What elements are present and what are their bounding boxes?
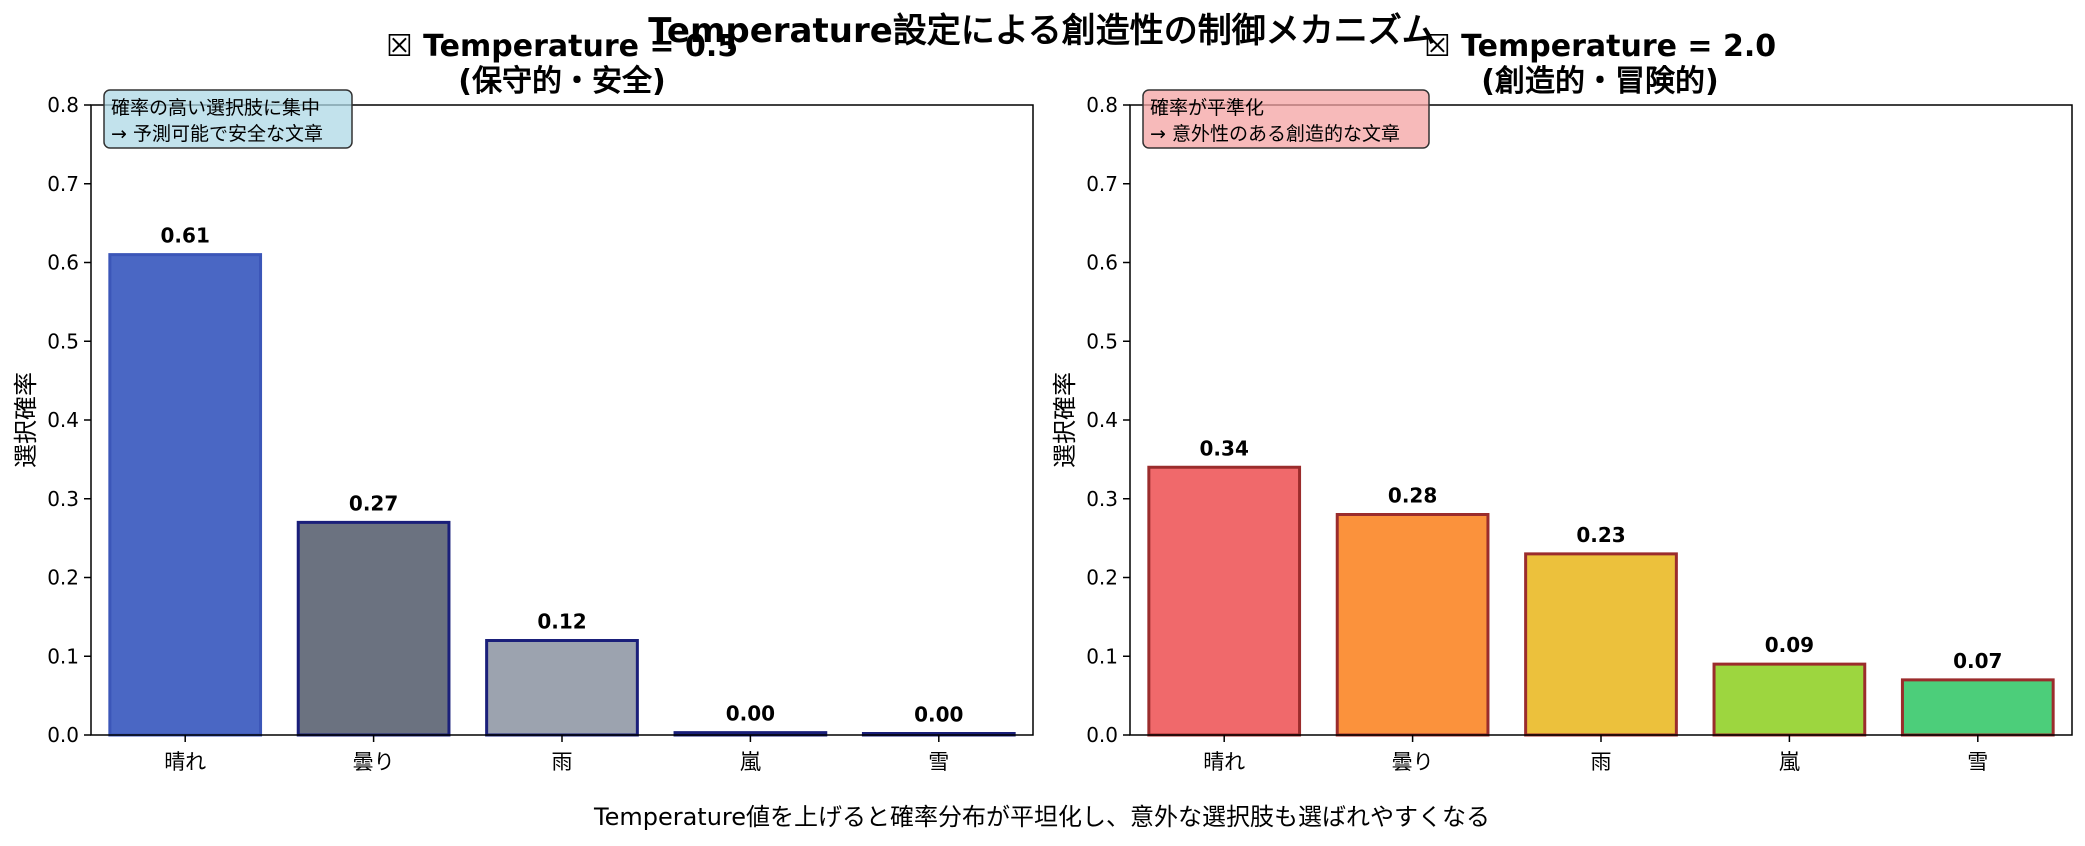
data-label: 0.27 [349,491,398,515]
bar-1 [1335,513,1490,737]
data-label: 0.00 [914,703,963,727]
x-tick-label: 曇り [1392,750,1434,774]
y-tick-label: 0.5 [1086,329,1118,353]
y-tick-label: 0.6 [47,251,79,275]
y-tick-label: 0.2 [47,566,79,590]
y-axis-label: 選択確率 [12,372,40,468]
x-tick-label: 晴れ [1203,750,1245,774]
x-tick-label: 曇り [353,750,395,774]
data-label: 0.12 [537,610,586,634]
data-label: 0.09 [1765,633,1814,657]
chart-subtitle: (保守的・安全) [458,64,665,99]
x-tick-label: 嵐 [1779,750,1800,774]
x-tick-label: 雨 [552,750,573,774]
y-tick-label: 0.1 [47,644,79,668]
y-tick-label: 0.4 [1086,408,1118,432]
annotation-line-2: → 意外性のある創造的な文章 [1150,123,1400,145]
plot-frame [1129,104,2073,736]
data-label: 0.34 [1200,436,1249,460]
chart-temperature-low: ☒ Temperature = 0.5(保守的・安全) 0.61 晴れ 0.27 曇り 0… [12,29,1034,774]
annotation-line-2: → 予測可能で安全な文章 [111,123,323,145]
y-tick-label: 0.0 [1086,723,1118,747]
annotation-line-1: 確率の高い選択肢に集中 [111,97,320,119]
y-tick-label: 0.7 [47,172,79,196]
y-tick-label: 0.6 [1086,251,1118,275]
y-tick-label: 0.3 [47,487,79,511]
bar-1 [296,520,451,737]
bar-0 [1147,465,1302,737]
bar-0 [108,253,263,737]
data-label: 0.00 [726,702,775,726]
chart-title: ☒ Temperature = 0.5 [386,29,738,64]
annotation-line-1: 確率が平準化 [1150,97,1264,119]
x-tick-label: 晴れ [164,750,206,774]
data-label: 0.23 [1576,523,1625,547]
y-axis-label: 選択確率 [1051,372,1079,468]
bar-2 [485,639,639,737]
x-tick-label: 雪 [928,750,949,774]
y-tick-label: 0.8 [1086,93,1118,117]
chart-title: ☒ Temperature = 2.0 [1424,29,1776,64]
bar-2 [1524,552,1678,737]
y-tick-label: 0.1 [1086,644,1118,668]
annotation-box [1142,89,1430,149]
y-tick-label: 0.5 [47,329,79,353]
y-tick-label: 0.2 [1086,566,1118,590]
bar-4 [1900,678,2055,737]
data-label: 0.07 [1953,649,2002,673]
y-tick-label: 0.7 [1086,172,1118,196]
x-tick-label: 雨 [1591,750,1612,774]
figure-suptitle: Temperature設定による創造性の制御メカニズム [648,11,1436,51]
figure-footnote: Temperature値を上げると確率分布が平坦化し、意外な選択肢も選ばれやすく… [593,803,1490,831]
y-tick-label: 0.0 [47,723,79,747]
annotation-box [103,89,353,149]
x-tick-label: 雪 [1967,750,1988,774]
chart-subtitle: (創造的・冒険的) [1481,64,1718,99]
data-label: 0.28 [1388,484,1437,508]
y-tick-label: 0.3 [1086,487,1118,511]
x-tick-label: 嵐 [740,750,761,774]
plot-frame [90,104,1034,736]
data-label: 0.61 [161,224,210,248]
y-tick-label: 0.4 [47,408,79,432]
chart-temperature-high: ☒ Temperature = 2.0(創造的・冒険的) 0.34 晴れ 0.28 曇り… [1051,29,2073,774]
bar-3 [1712,662,1867,737]
y-tick-label: 0.8 [47,93,79,117]
